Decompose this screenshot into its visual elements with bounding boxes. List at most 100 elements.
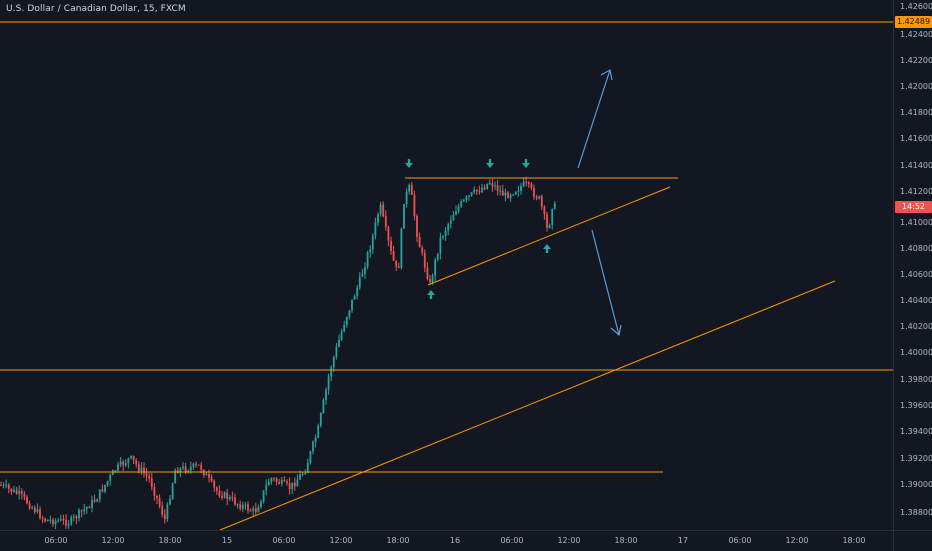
candle-body — [52, 519, 54, 525]
candle-body — [182, 466, 184, 469]
arrow-down-icon — [405, 159, 413, 168]
candle-body — [200, 464, 203, 470]
candle-body — [470, 192, 473, 196]
candle-body — [551, 208, 554, 225]
candle-body — [247, 504, 249, 511]
candle-body — [387, 227, 390, 241]
candle-body — [75, 516, 78, 519]
candle-body — [239, 504, 242, 509]
time-tick: 12:00 — [557, 536, 581, 545]
candle-body — [457, 206, 460, 212]
candle-body — [70, 517, 73, 524]
candle-body — [41, 518, 44, 520]
candle-body — [249, 510, 252, 512]
candle-body — [67, 523, 70, 526]
candle-body — [319, 413, 322, 426]
candle-body — [44, 518, 47, 522]
price-chart-canvas[interactable] — [0, 0, 893, 530]
candle-body — [273, 478, 275, 480]
candle-body — [20, 491, 23, 494]
candle-body — [548, 224, 551, 228]
candle-body — [244, 504, 247, 506]
candle-body — [286, 481, 288, 484]
candle-body — [429, 278, 431, 283]
candle-body — [78, 510, 80, 519]
candle-body — [512, 194, 515, 196]
candle-body — [13, 489, 15, 492]
candle-body — [353, 296, 356, 300]
candle-body — [431, 275, 434, 283]
candle-body — [325, 389, 327, 400]
price-tick: 1.41800 — [900, 108, 932, 117]
price-tick: 1.40000 — [900, 348, 932, 357]
time-axis[interactable]: 06:00 12:00 18:00 15 06:00 12:00 18:00 1… — [0, 530, 893, 551]
candle-body — [140, 467, 143, 471]
candle-body — [117, 464, 119, 471]
long-trendline[interactable] — [219, 280, 836, 530]
candle-body — [553, 203, 556, 209]
candle-body — [192, 463, 195, 467]
candle-body — [538, 196, 541, 199]
arrow-down-icon — [486, 159, 494, 168]
candle-body — [278, 481, 281, 484]
time-tick: 12:00 — [101, 536, 125, 545]
candle-body — [184, 466, 187, 472]
candle-body — [340, 331, 343, 340]
candle-body — [26, 496, 28, 504]
candle-body — [59, 519, 62, 521]
candle-body — [257, 507, 260, 513]
candle-body — [444, 230, 447, 237]
candle-body — [447, 224, 450, 231]
candle-body — [205, 474, 208, 476]
candle-body — [106, 481, 109, 485]
arrow-down-projection[interactable] — [591, 229, 622, 337]
arrow-up-projection[interactable] — [577, 69, 613, 169]
price-tick: 1.42400 — [900, 30, 932, 39]
price-tick: 1.40200 — [900, 322, 932, 331]
candle-body — [366, 252, 369, 268]
candle-body — [475, 189, 478, 192]
candle-body — [384, 216, 387, 228]
candle-body — [345, 317, 348, 325]
candle-body — [36, 509, 39, 512]
candle-body — [416, 216, 418, 237]
candle-body — [338, 339, 340, 347]
candle-body — [208, 474, 210, 478]
candle-body — [148, 475, 151, 479]
price-tick: 1.41200 — [900, 187, 932, 196]
candle-body — [166, 504, 169, 520]
candle-body — [455, 211, 457, 215]
candle-body — [46, 519, 49, 522]
pattern-rising-line[interactable] — [427, 186, 671, 286]
candle-body — [31, 507, 34, 509]
candle-body — [426, 267, 429, 279]
candle-body — [267, 481, 270, 486]
time-tick: 18:00 — [842, 536, 866, 545]
candle-body — [241, 504, 244, 509]
candle-body — [494, 185, 496, 187]
price-axis[interactable]: 1.42600 1.42400 1.42200 1.42000 1.41800 … — [893, 0, 932, 530]
candle-body — [202, 469, 205, 476]
candle-body — [5, 484, 8, 486]
price-tick: 1.39000 — [900, 480, 932, 489]
candle-body — [150, 478, 153, 488]
candle-body — [379, 204, 382, 215]
candle-body — [364, 267, 366, 274]
candle-body — [228, 497, 231, 500]
candle-body — [405, 191, 408, 204]
candle-body — [403, 203, 405, 229]
price-tick: 1.40600 — [900, 270, 932, 279]
candle-body — [101, 489, 104, 492]
candle-body — [358, 276, 361, 288]
candle-body — [306, 462, 309, 473]
candle-body — [473, 189, 476, 193]
time-tick: 06:00 — [44, 536, 68, 545]
price-tick: 1.39600 — [900, 401, 932, 410]
arrow-up-icon — [543, 244, 551, 253]
candle-body — [158, 498, 161, 507]
candle-body — [85, 506, 88, 510]
candle-body — [280, 479, 283, 484]
candle-body — [343, 324, 346, 332]
countdown-price-label: 14:52 — [895, 201, 932, 213]
candle-body — [189, 466, 192, 471]
